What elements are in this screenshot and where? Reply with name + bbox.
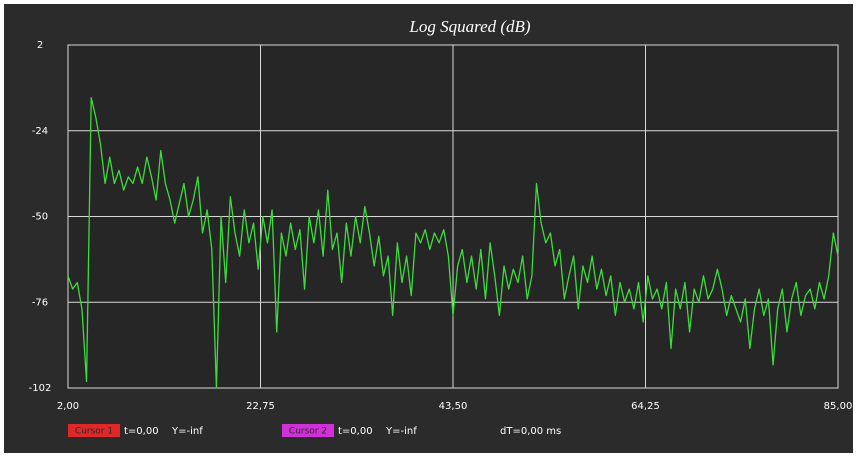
cursor-label: Cursor 2 bbox=[289, 427, 327, 437]
cursor-time: t=0,00 bbox=[124, 426, 159, 437]
x-tick-label: 43,50 bbox=[439, 401, 468, 412]
data-line bbox=[67, 97, 839, 389]
y-tick-label: -24 bbox=[32, 126, 48, 137]
cursor-value: Y=-inf bbox=[171, 426, 203, 437]
cursor-label: Cursor 1 bbox=[75, 427, 113, 437]
x-tick-label: 85,00 bbox=[824, 401, 853, 412]
cursor-delta: dT=0,00 ms bbox=[500, 426, 561, 437]
chart-title: Log Squared (dB) bbox=[408, 17, 531, 36]
x-tick-label: 22,75 bbox=[246, 401, 275, 412]
x-tick-label: 64,25 bbox=[631, 401, 660, 412]
cursor-badge bbox=[68, 424, 120, 437]
y-tick-label: 2 bbox=[37, 40, 43, 51]
cursor-badge bbox=[282, 424, 334, 437]
cursor-value: Y=-inf bbox=[385, 426, 417, 437]
cursor-time: t=0,00 bbox=[338, 426, 373, 437]
x-tick-label: 2,00 bbox=[57, 401, 79, 412]
y-tick-label: -50 bbox=[32, 212, 48, 223]
y-tick-label: -76 bbox=[32, 297, 48, 308]
y-tick-label: -102 bbox=[29, 383, 52, 394]
